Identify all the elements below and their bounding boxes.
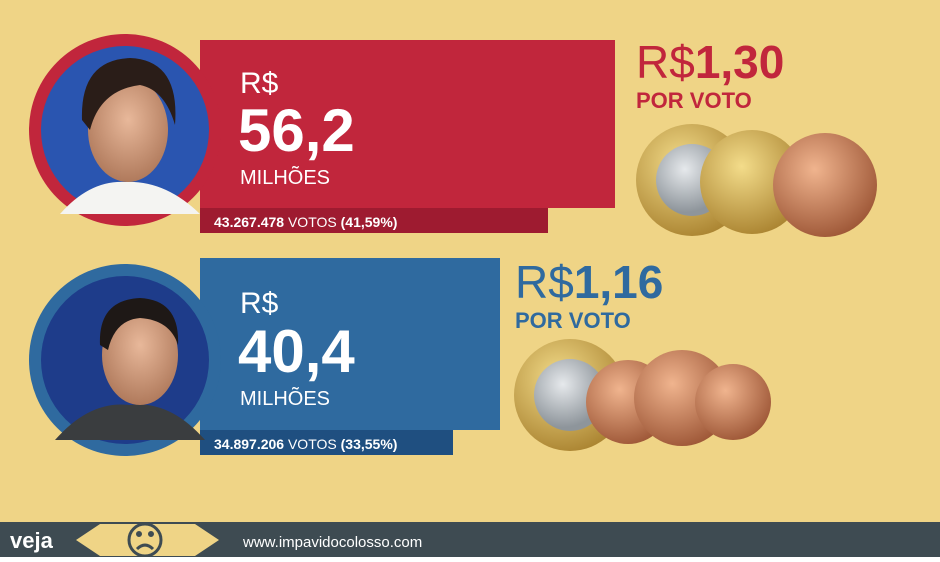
coins [636, 124, 877, 237]
percent: (33,55%) [341, 436, 398, 452]
votes-word: VOTOS [288, 436, 337, 452]
brand: veja [10, 528, 54, 553]
footer-url[interactable]: www.impavidocolosso.com [242, 534, 422, 551]
unit: MILHÕES [240, 386, 330, 410]
amount: 56,2 [238, 97, 355, 164]
per-vote-currency: R$ [515, 256, 574, 308]
sad-face[interactable] [127, 522, 163, 558]
portrait [60, 58, 200, 214]
amount: 40,4 [238, 318, 355, 385]
votes-strip [200, 208, 548, 233]
per-vote-amount: 1,30 [695, 36, 785, 88]
currency: R$ [240, 67, 279, 100]
votes-word: VOTOS [288, 214, 337, 230]
votes-line: 34.897.206 VOTOS (33,55%) [214, 436, 397, 452]
per-vote-label: POR VOTO [515, 308, 631, 333]
unit: MILHÕES [240, 165, 330, 189]
share-arrow[interactable] [76, 524, 219, 556]
per-vote: R$1,30 [636, 36, 784, 88]
amount-panel [200, 40, 615, 208]
per-vote-currency: R$ [636, 36, 695, 88]
per-vote-amount: 1,16 [574, 256, 664, 308]
per-vote-label: POR VOTO [636, 88, 752, 113]
votes-strip [200, 430, 453, 455]
votes: 43.267.478 [214, 214, 284, 230]
percent: (41,59%) [341, 214, 398, 230]
per-vote: R$1,16 [515, 256, 663, 308]
amount-panel [200, 258, 500, 430]
portrait [55, 298, 205, 440]
votes: 34.897.206 [214, 436, 284, 452]
currency: R$ [240, 287, 279, 320]
coins [514, 339, 771, 451]
votes-line: 43.267.478 VOTOS (41,59%) [214, 214, 397, 230]
